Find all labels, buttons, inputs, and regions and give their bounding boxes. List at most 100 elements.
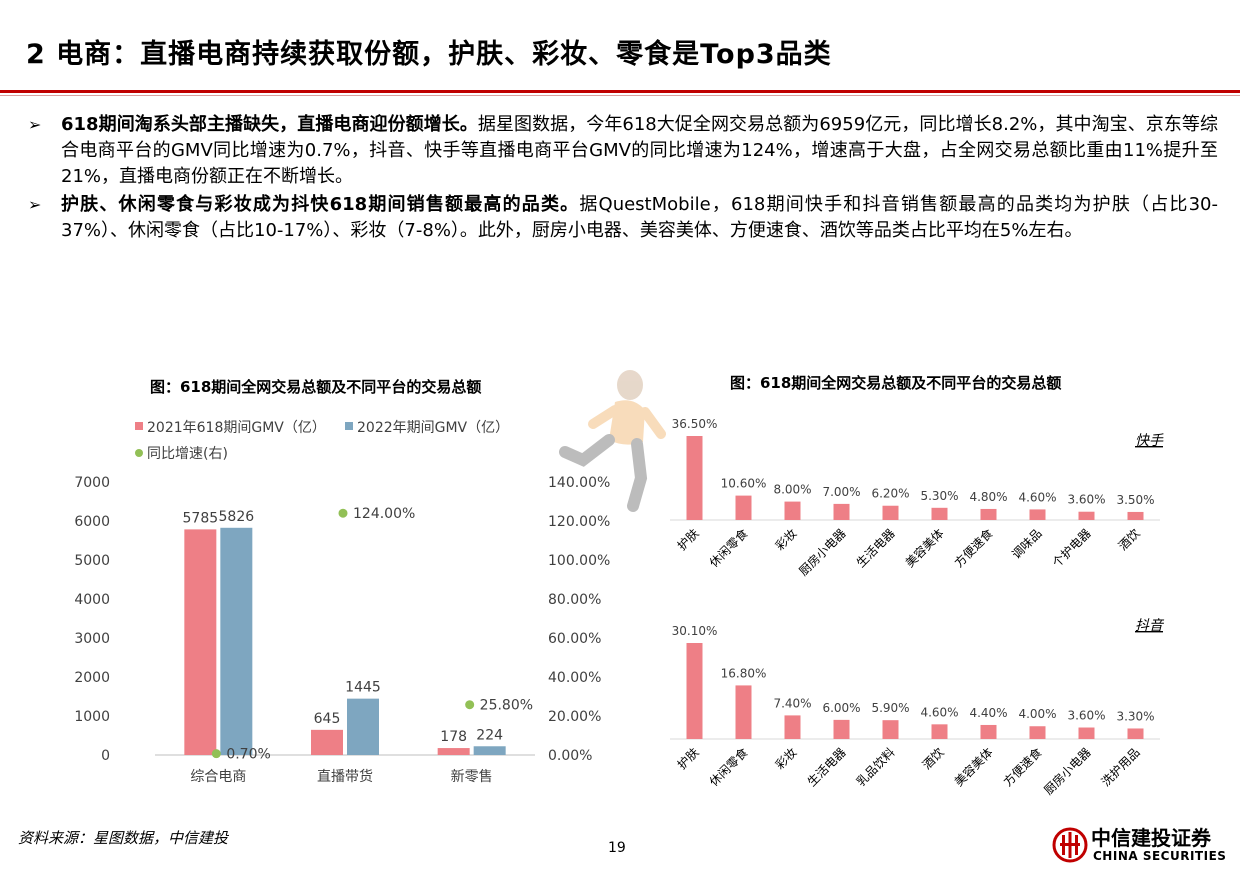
growth-point xyxy=(465,700,475,710)
chart-title-left: 图：618期间全网交易总额及不同平台的交易总额 xyxy=(150,378,482,396)
x-tick-label: 生活电器 xyxy=(805,745,849,789)
bullet-lead: 护肤、休闲零食与彩妆成为抖快618期间销售额最高的品类。 xyxy=(61,194,580,215)
legend-marker xyxy=(135,449,143,457)
arrow-bullet-icon: ➢ xyxy=(28,195,42,214)
data-label: 7.00% xyxy=(822,485,860,499)
bar xyxy=(833,719,850,739)
growth-label: 25.80% xyxy=(480,698,533,714)
bar xyxy=(882,720,899,739)
x-tick-label: 新零售 xyxy=(451,769,493,785)
bar xyxy=(437,748,470,755)
x-tick-label: 调味品 xyxy=(1009,526,1044,561)
bullet-item: ➢ 护肤、休闲零食与彩妆成为抖快618期间销售额最高的品类。据QuestMobi… xyxy=(28,192,1218,244)
x-tick-label: 方便速食 xyxy=(1000,745,1045,790)
bullet-item: ➢ 618期间淘系头部主播缺失，直播电商迎份额增长。据星图数据，今年618大促全… xyxy=(28,112,1218,190)
y2-tick-label: 100.00% xyxy=(548,553,610,569)
data-label: 5826 xyxy=(219,509,255,525)
growth-label: 124.00% xyxy=(353,506,415,522)
data-label: 30.10% xyxy=(672,624,718,638)
bar xyxy=(980,724,997,739)
x-tick-label: 酒饮 xyxy=(920,745,947,772)
x-tick-label: 休闲零食 xyxy=(706,745,751,790)
bullet-text: 据QuestMobile，618期间快手和抖音销售额最高的品类均为护肤（占比30… xyxy=(61,194,1218,241)
data-label: 3.60% xyxy=(1067,709,1105,723)
data-label: 4.60% xyxy=(1018,490,1056,504)
legend-swatch xyxy=(345,422,353,430)
y-tick-label: 1000 xyxy=(74,709,110,725)
bullet-list: ➢ 618期间淘系头部主播缺失，直播电商迎份额增长。据星图数据，今年618大促全… xyxy=(28,112,1218,246)
x-tick-label: 护肤 xyxy=(674,526,702,554)
page-number: 19 xyxy=(608,840,626,856)
x-tick-label: 美容美体 xyxy=(902,526,947,571)
data-label: 5785 xyxy=(183,510,219,526)
bar xyxy=(1078,511,1095,520)
y2-tick-label: 0.00% xyxy=(548,748,592,764)
data-label: 5.30% xyxy=(920,489,958,503)
data-label: 8.00% xyxy=(773,483,811,497)
y-tick-label: 5000 xyxy=(74,553,110,569)
data-label: 178 xyxy=(440,729,467,745)
data-label: 4.80% xyxy=(969,490,1007,504)
x-tick-label: 个护电器 xyxy=(1050,526,1094,570)
bar xyxy=(1078,727,1095,739)
x-tick-label: 洗护用品 xyxy=(1099,745,1143,789)
bar xyxy=(882,505,899,520)
bar xyxy=(735,495,752,520)
x-tick-label: 生活电器 xyxy=(854,526,898,570)
y2-tick-label: 20.00% xyxy=(548,709,601,725)
bar xyxy=(347,698,379,755)
gmv-chart: 2021年618期间GMV（亿） 2022年期间GMV（亿） 同比增速(右) 0 100… xyxy=(74,420,610,785)
bar xyxy=(1127,511,1144,520)
bullet-lead: 618期间淘系头部主播缺失，直播电商迎份额增长。 xyxy=(61,114,478,135)
bar xyxy=(931,724,948,739)
arrow-bullet-icon: ➢ xyxy=(28,115,42,134)
bar xyxy=(184,529,217,755)
y2-tick-label: 120.00% xyxy=(548,514,610,530)
bar xyxy=(735,685,752,739)
x-tick-label: 护肤 xyxy=(674,745,702,773)
data-label: 3.30% xyxy=(1116,709,1154,723)
legend-swatch xyxy=(135,422,143,430)
x-tick-label: 酒饮 xyxy=(1116,526,1143,553)
bar xyxy=(686,643,703,739)
kuaishou-chart: 快手 36.50% 护肤 10.60% 休闲零食 8.00% 彩妆 7.00% 厨房小电器 6.2… xyxy=(670,417,1164,579)
bar xyxy=(1029,509,1046,520)
y-tick-label: 3000 xyxy=(74,631,110,647)
y2-tick-label: 60.00% xyxy=(548,631,601,647)
runner-figure-icon xyxy=(559,370,666,512)
growth-label: 0.70% xyxy=(226,747,270,763)
bar xyxy=(784,501,801,520)
y-tick-label: 2000 xyxy=(74,670,110,686)
data-label: 224 xyxy=(476,727,503,743)
legend-label: 同比增速(右) xyxy=(147,446,228,462)
bar xyxy=(686,436,703,520)
x-tick-label: 彩妆 xyxy=(773,526,800,553)
logo-text: 中信建投证券 xyxy=(1091,826,1211,850)
page-title: 2 电商：直播电商持续获取份额，护肤、彩妆、零食是Top3品类 xyxy=(26,39,832,70)
bar xyxy=(473,746,506,755)
data-label: 3.60% xyxy=(1067,493,1105,507)
y2-tick-label: 40.00% xyxy=(548,670,601,686)
data-label: 10.60% xyxy=(721,477,767,491)
y-tick-label: 7000 xyxy=(74,475,110,491)
data-label: 6.20% xyxy=(871,487,909,501)
data-label: 4.40% xyxy=(969,706,1007,720)
growth-point xyxy=(338,508,348,518)
bar xyxy=(980,508,997,520)
bar xyxy=(1127,728,1144,739)
china-securities-seal-icon xyxy=(1052,827,1088,863)
y2-tick-label: 140.00% xyxy=(548,475,610,491)
chart-title-right: 图：618期间全网交易总额及不同平台的交易总额 xyxy=(730,374,1062,392)
source-note: 资料来源：星图数据，中信建投 xyxy=(18,829,229,847)
data-label: 16.80% xyxy=(721,666,767,680)
x-tick-label: 厨房小电器 xyxy=(1041,745,1094,798)
data-label: 645 xyxy=(314,711,341,727)
y-tick-label: 4000 xyxy=(74,592,110,608)
x-tick-label: 厨房小电器 xyxy=(796,526,849,579)
data-label: 7.40% xyxy=(773,696,811,710)
data-label: 4.00% xyxy=(1018,707,1056,721)
x-tick-label: 直播带货 xyxy=(317,768,373,785)
douyin-chart: 抖音 30.10% 护肤 16.80% 休闲零食 7.40% 彩妆 6.00% 生活电器 5.90… xyxy=(670,618,1165,798)
x-tick-label: 综合电商 xyxy=(190,769,246,785)
x-tick-label: 美容美体 xyxy=(951,745,996,790)
